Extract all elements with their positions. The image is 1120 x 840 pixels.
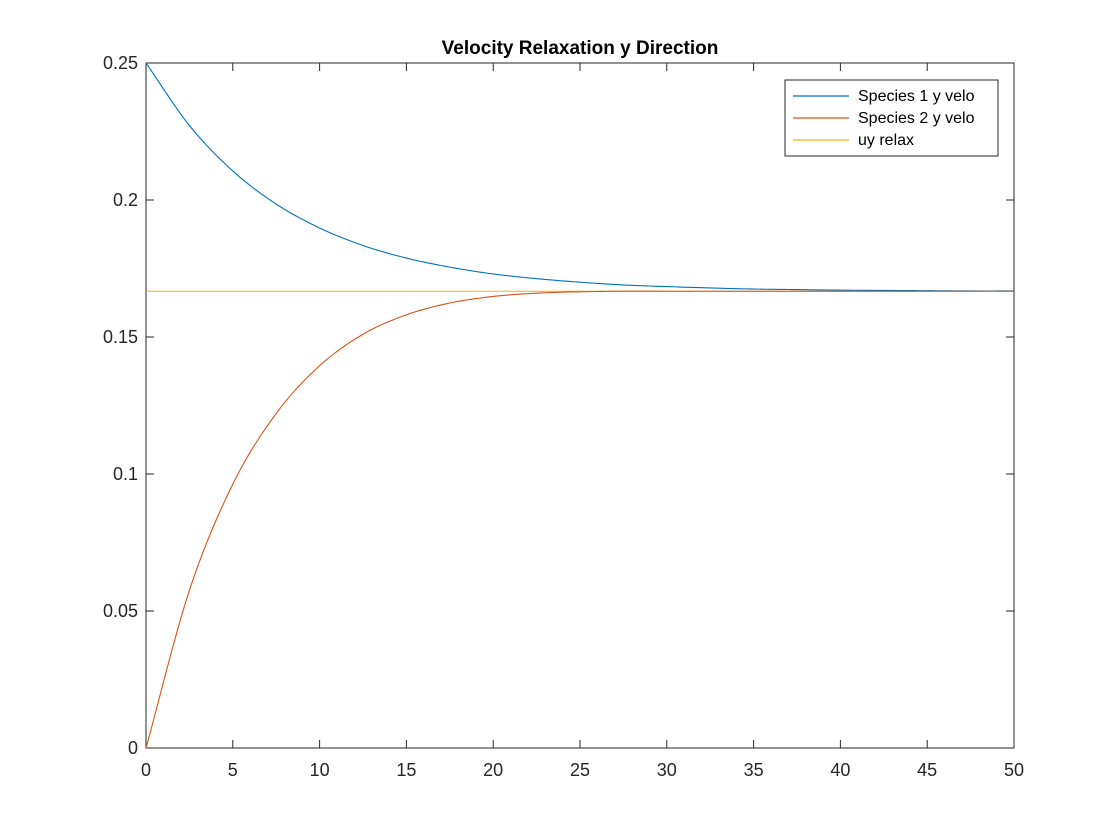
x-tick-label: 50 (1004, 760, 1024, 780)
x-tick-label: 15 (396, 760, 416, 780)
series-line-1 (145, 62, 1014, 292)
y-tick-label: 0.05 (103, 601, 138, 621)
plot-area (145, 62, 1015, 749)
legend-label: Species 2 y velo (858, 110, 975, 127)
y-tick-label: 0.25 (103, 53, 138, 73)
chart-title: Velocity Relaxation y Direction (442, 38, 719, 59)
x-tick-label: 30 (657, 760, 677, 780)
series-group (145, 62, 1014, 749)
y-tick-label: 0.15 (103, 327, 138, 347)
series-line-2 (145, 290, 1014, 749)
y-tick-label: 0.2 (113, 190, 138, 210)
x-axis: 0 5 10 15 20 25 30 35 40 45 50 (141, 63, 1024, 780)
x-tick-label: 45 (917, 760, 937, 780)
x-tick-label: 0 (141, 760, 151, 780)
y-tick-label: 0.1 (113, 464, 138, 484)
x-tick-label: 5 (228, 760, 238, 780)
legend-label: uy relax (858, 132, 914, 149)
legend: Species 1 y velo Species 2 y velo uy relax (784, 79, 999, 157)
axes-box (145, 62, 1015, 749)
x-tick-label: 25 (570, 760, 590, 780)
x-tick-label: 20 (483, 760, 503, 780)
x-tick-label: 40 (830, 760, 850, 780)
x-tick-label: 10 (310, 760, 330, 780)
x-tick-label: 35 (744, 760, 764, 780)
legend-label: Species 1 y velo (858, 88, 975, 105)
y-axis: 0 0.05 0.1 0.15 0.2 0.25 (103, 53, 1014, 758)
y-tick-label: 0 (128, 738, 138, 758)
